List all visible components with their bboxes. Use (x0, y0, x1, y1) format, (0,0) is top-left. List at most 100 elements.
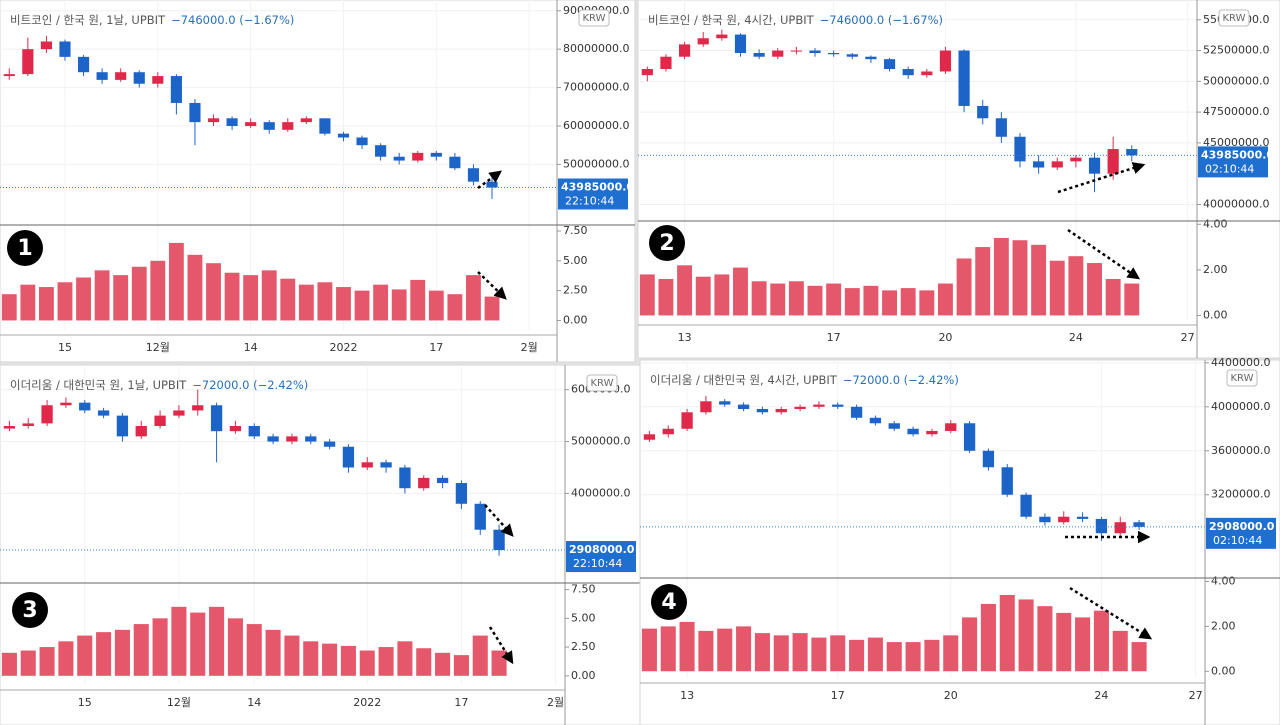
x-tick-label: 20 (938, 331, 952, 344)
volume-bar (20, 284, 36, 321)
x-tick-label: 27 (1189, 689, 1203, 702)
candle-body (154, 415, 166, 426)
volume-bar (39, 647, 55, 676)
volume-bar (94, 270, 110, 321)
volume-bar (168, 242, 184, 321)
x-tick-label: 24 (1069, 331, 1083, 344)
price-tag-timer: 22:10:44 (565, 194, 614, 207)
candle-body (790, 50, 802, 52)
y-tick-label: 7.50 (563, 224, 588, 237)
volume-bar (1012, 240, 1028, 316)
volume-bar (924, 639, 940, 672)
volume-bar (1, 294, 17, 321)
volume-bar (773, 635, 789, 672)
volume-bar (447, 294, 463, 321)
volume-bar (243, 275, 259, 321)
candle-body (430, 152, 442, 157)
candle-body (97, 410, 110, 416)
trend-arrow (1069, 586, 1153, 640)
volume-bar (131, 266, 147, 321)
volume-bar (695, 276, 711, 316)
candle-body (267, 436, 279, 442)
y-tick-label: 60000000.0 (563, 119, 629, 132)
volume-bar (150, 260, 166, 321)
candle-body (207, 118, 220, 123)
candle-body (436, 477, 449, 484)
x-tick-label: 17 (831, 689, 845, 702)
candle-body (60, 402, 72, 406)
volume-bar (1049, 260, 1065, 316)
badge-circle (649, 225, 685, 261)
y-tick-label: 3600000.0 (1211, 444, 1271, 457)
volume-bar (811, 637, 827, 672)
volume-bar (733, 267, 748, 316)
volume-bar (1105, 278, 1121, 316)
volume-bar (1068, 256, 1084, 316)
volume-bar (491, 650, 507, 676)
volume-bar (658, 278, 674, 316)
badge-circle (12, 592, 48, 628)
candle-body (643, 434, 656, 440)
volume-bar (882, 290, 898, 316)
trend-arrow (488, 626, 514, 665)
trend-arrow (1067, 228, 1141, 280)
candle-body (1070, 157, 1082, 162)
candle-body (1051, 161, 1063, 168)
x-tick-label: 14 (244, 341, 258, 354)
chart-title: 이더리움 / 대한민국 원, 1날, UPBIT −72000.0 (−2.42%… (10, 378, 308, 392)
candle-body (678, 44, 691, 57)
candle-body (662, 428, 674, 435)
price-tag-value: 43985000.0 (1201, 148, 1274, 161)
candle-body (170, 76, 182, 103)
volume-bar (453, 655, 469, 676)
volume-bar (152, 618, 168, 676)
volume-bar (980, 603, 996, 672)
volume-bar (190, 612, 206, 676)
volume-bar (57, 282, 73, 321)
candle-body (700, 401, 712, 413)
y-tick-label: 0.00 (571, 669, 596, 682)
candle-body (189, 102, 201, 123)
x-tick-label: 24 (1094, 689, 1108, 702)
candle-body (1020, 494, 1032, 517)
candle-body (902, 69, 914, 76)
candle-body (756, 408, 769, 413)
volume-bar (993, 237, 1009, 316)
candle-body (380, 462, 392, 468)
y-tick-label: 5.00 (563, 254, 588, 267)
volume-bar (641, 628, 657, 672)
candle-body (719, 401, 731, 405)
candle-body (323, 441, 336, 447)
volume-bar (317, 282, 333, 321)
volume-bar (416, 648, 432, 676)
candle-body (958, 50, 970, 106)
candle-body (173, 410, 185, 416)
volume-bar (660, 626, 676, 672)
volume-bar (788, 281, 804, 316)
panel-background (639, 359, 1280, 725)
candle-body (152, 76, 164, 84)
badge-number: 4 (661, 590, 676, 615)
volume-bar (133, 624, 149, 676)
chart-panel: 50000000.0 60000000.0 70000000.0 80000000.0… (0, 0, 636, 363)
candle-body (641, 69, 653, 76)
volume-bar (1056, 612, 1072, 672)
chart-title: 비트코인 / 한국 원, 1날, UPBIT −746000.0 (−1.67%) (10, 13, 294, 27)
volume-bar (886, 642, 902, 672)
volume-bar (679, 621, 695, 672)
candle-body (775, 408, 787, 413)
volume-bar (751, 281, 767, 316)
volume-bar (1018, 599, 1034, 672)
volume-bar (303, 641, 319, 676)
candle-body (1095, 518, 1108, 534)
candle-body (850, 406, 863, 418)
candle-body (96, 72, 108, 80)
y-tick-label: 5.00 (571, 611, 596, 624)
y-tick-label: 4.00 (1211, 574, 1236, 587)
volume-bar (280, 278, 296, 321)
candle-body (888, 423, 900, 429)
candle-body (493, 529, 505, 551)
volume-bar (466, 275, 481, 321)
volume-bar (373, 284, 389, 321)
